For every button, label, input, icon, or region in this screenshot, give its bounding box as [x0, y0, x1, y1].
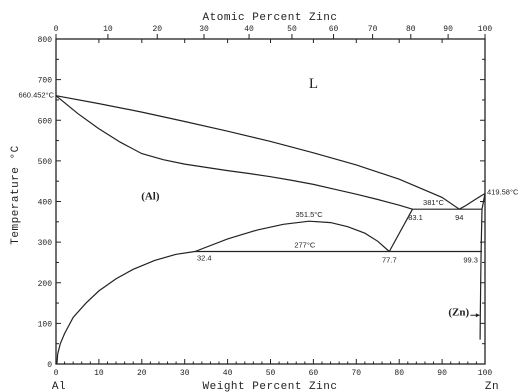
x-tick-label: 50 [266, 369, 276, 378]
x-tick-label: 100 [478, 369, 493, 378]
top-axis-title: Atomic Percent Zinc [203, 12, 338, 24]
region-label: L [309, 76, 318, 92]
phase-boundary-alpha-prime-boundary [388, 208, 414, 252]
annotation-label: 277°C [294, 240, 316, 249]
end-label-al: Al [52, 381, 66, 392]
phase-boundary-solvus [56, 250, 196, 365]
end-label-zn: Zn [485, 381, 499, 392]
top-tick-label: 10 [103, 25, 113, 34]
y-tick-label: 200 [38, 280, 53, 289]
annotation-label: 419.58°C [487, 188, 519, 197]
phase-boundary-zn-solidus [479, 193, 486, 340]
x-tick-label: 90 [437, 369, 447, 378]
y-tick-label: 700 [38, 77, 53, 86]
annotation-label: 351.5°C [296, 210, 324, 219]
x-tick-label: 60 [309, 369, 319, 378]
top-tick-label: 60 [329, 25, 339, 34]
top-tick-label: 100 [478, 25, 493, 34]
top-tick-label: 70 [368, 25, 378, 34]
x-tick-label: 0 [54, 369, 59, 378]
y-tick-label: 800 [38, 36, 53, 45]
x-axis-title: Weight Percent Zinc [203, 381, 338, 392]
annotation-label: 32.4 [197, 253, 212, 262]
y-tick-label: 300 [38, 239, 53, 248]
annotation-label: 99.3 [463, 255, 478, 264]
phase-boundary-liquidus [55, 95, 486, 210]
annotation-label: 83.1 [408, 213, 423, 222]
x-tick-label: 30 [180, 369, 190, 378]
phase-boundary-miscibility-gap [194, 220, 390, 253]
annotation-label: 660.452°C [18, 91, 54, 100]
x-tick-label: 70 [351, 369, 361, 378]
plot-frame [55, 38, 486, 365]
y-tick-label: 400 [38, 199, 53, 208]
zn-arrow-head [475, 313, 480, 318]
y-tick-label: 600 [38, 117, 53, 126]
top-tick-label: 80 [406, 25, 416, 34]
x-tick-label: 40 [223, 369, 233, 378]
x-tick-label: 80 [394, 369, 404, 378]
top-tick-label: 20 [152, 25, 162, 34]
annotation-label: 381°C [423, 198, 445, 207]
top-tick-label: 0 [54, 25, 59, 34]
x-tick-label: 20 [137, 369, 147, 378]
annotation-label: 77.7 [382, 255, 397, 264]
y-tick-label: 100 [38, 320, 53, 329]
top-tick-label: 30 [199, 25, 209, 34]
top-tick-label: 50 [287, 25, 297, 34]
annotation-label: 94 [455, 213, 463, 222]
y-axis-title: Temperature °C [10, 145, 22, 244]
y-tick-label: 0 [47, 361, 52, 370]
y-tick-label: 500 [38, 158, 53, 167]
top-tick-label: 40 [244, 25, 254, 34]
phase-boundary-solidus [55, 95, 413, 210]
region-label: (Al) [141, 190, 160, 202]
region-label: (Zn) [448, 306, 469, 318]
x-tick-label: 10 [94, 369, 104, 378]
top-tick-label: 90 [443, 25, 453, 34]
